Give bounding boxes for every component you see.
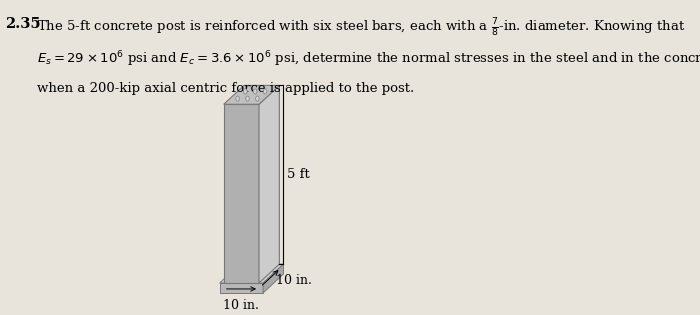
Circle shape	[256, 96, 259, 101]
Text: when a 200-kip axial centric force is applied to the post.: when a 200-kip axial centric force is ap…	[37, 83, 414, 95]
Polygon shape	[263, 264, 284, 293]
Text: 10 in.: 10 in.	[276, 274, 312, 287]
Circle shape	[246, 96, 249, 101]
Circle shape	[236, 96, 239, 101]
Text: The 5-ft concrete post is reinforced with six steel bars, each with a $\frac{7}{: The 5-ft concrete post is reinforced wit…	[37, 17, 685, 39]
Circle shape	[244, 89, 247, 94]
Polygon shape	[224, 85, 279, 104]
Text: $E_s = 29 \times 10^6$ psi and $E_c = 3.6 \times 10^6$ psi, determine the normal: $E_s = 29 \times 10^6$ psi and $E_c = 3.…	[37, 50, 700, 69]
Polygon shape	[220, 283, 263, 293]
Text: 2.35: 2.35	[6, 17, 41, 31]
Polygon shape	[224, 104, 259, 283]
Circle shape	[263, 89, 267, 94]
Text: 5 ft: 5 ft	[287, 168, 309, 181]
Polygon shape	[259, 85, 279, 283]
Text: 10 in.: 10 in.	[223, 299, 259, 312]
Circle shape	[253, 89, 257, 94]
Polygon shape	[220, 264, 284, 283]
